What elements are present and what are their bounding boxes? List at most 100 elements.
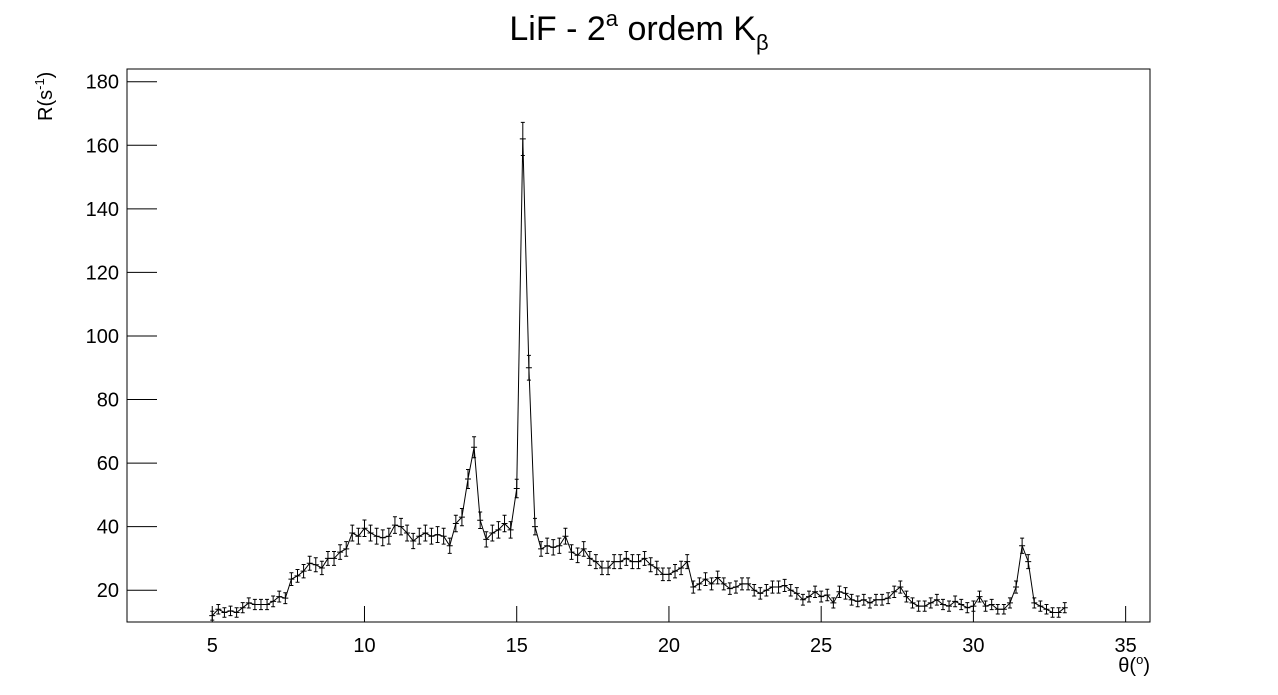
error-bar xyxy=(331,550,338,566)
error-bar xyxy=(404,524,411,542)
error-bar xyxy=(373,527,380,545)
error-bar xyxy=(818,590,825,603)
error-bar xyxy=(824,588,831,602)
error-bar xyxy=(927,597,934,609)
error-bar xyxy=(385,527,392,545)
error-bar xyxy=(611,554,618,570)
label-text: R(s xyxy=(35,90,57,121)
error-bar xyxy=(361,519,368,538)
error-bar xyxy=(842,587,849,600)
error-bar xyxy=(227,605,234,617)
error-bar xyxy=(270,595,277,608)
x-tick-label: 35 xyxy=(1115,635,1137,657)
error-bar xyxy=(221,607,228,618)
error-bar xyxy=(215,604,222,615)
title-sub: β xyxy=(756,30,769,55)
error-bar xyxy=(793,587,800,600)
error-bar xyxy=(367,524,374,542)
error-bar xyxy=(684,554,691,570)
error-bar xyxy=(690,580,697,594)
error-bar xyxy=(879,593,886,606)
error-bar xyxy=(836,585,843,599)
error-bar xyxy=(312,557,319,573)
error-bar xyxy=(337,544,344,560)
error-bar xyxy=(525,354,532,381)
error-bar xyxy=(860,593,867,606)
error-bar xyxy=(446,537,453,554)
error-bar xyxy=(732,580,739,594)
error-bar xyxy=(568,544,575,560)
error-bar xyxy=(580,541,587,557)
error-bar xyxy=(288,572,295,586)
error-bar xyxy=(562,527,569,545)
error-bar xyxy=(592,554,599,570)
error-bar xyxy=(574,547,581,564)
x-tick-label: 20 xyxy=(658,635,680,657)
error-bar xyxy=(994,604,1001,615)
error-bar xyxy=(458,508,465,527)
error-bar xyxy=(306,555,313,571)
label-text: ) xyxy=(35,72,57,79)
error-bar xyxy=(812,585,819,599)
error-bar xyxy=(276,590,283,603)
error-bar xyxy=(775,580,782,594)
error-bar xyxy=(251,598,258,611)
error-bar xyxy=(428,527,435,545)
y-tick-label: 140 xyxy=(86,199,119,221)
error-bar xyxy=(635,554,642,570)
y-tick-label: 40 xyxy=(97,517,119,539)
error-bar xyxy=(647,557,654,573)
error-bar xyxy=(769,580,776,594)
error-bar xyxy=(976,590,983,603)
error-bar xyxy=(757,587,764,600)
error-bar xyxy=(885,592,892,605)
error-bar xyxy=(714,570,721,585)
error-bar xyxy=(641,550,648,566)
error-bar xyxy=(891,585,898,599)
error-bar xyxy=(988,598,995,611)
error-bar xyxy=(739,577,746,591)
error-bar xyxy=(556,537,563,554)
error-bar xyxy=(763,583,770,597)
error-bar xyxy=(245,597,252,609)
error-bar xyxy=(781,578,788,592)
error-bar xyxy=(745,577,752,591)
error-bar xyxy=(1055,607,1062,618)
error-bar xyxy=(391,516,398,534)
title-text: ordem K xyxy=(618,10,756,48)
error-bar xyxy=(1019,537,1026,554)
x-tick-label: 30 xyxy=(962,635,984,657)
error-bar xyxy=(897,580,904,594)
error-bar xyxy=(544,537,551,554)
y-tick-label: 60 xyxy=(97,453,119,475)
error-bar xyxy=(507,521,514,539)
error-bar xyxy=(282,592,289,605)
error-bar xyxy=(751,583,758,597)
error-bar xyxy=(257,598,264,611)
y-tick-label: 20 xyxy=(97,580,119,602)
error-bar xyxy=(1000,604,1007,615)
error-bar xyxy=(471,436,478,459)
label-text: θ( xyxy=(1118,655,1136,677)
error-bar xyxy=(513,478,520,499)
error-bar xyxy=(696,577,703,591)
error-bar xyxy=(209,610,216,621)
error-bar xyxy=(501,514,508,533)
label-sup: -1 xyxy=(32,78,47,90)
error-bar xyxy=(678,560,685,576)
y-tick-label: 100 xyxy=(86,326,119,348)
error-bar xyxy=(465,468,471,490)
error-bar xyxy=(848,593,855,606)
error-bar xyxy=(349,524,356,542)
label-sup: o xyxy=(1136,652,1143,667)
error-bar xyxy=(519,121,526,156)
error-bar xyxy=(726,582,733,595)
error-bar xyxy=(653,560,660,576)
error-bar xyxy=(477,511,484,530)
error-bar xyxy=(629,554,636,570)
error-bar xyxy=(1043,604,1050,615)
chart-title: LiF - 2a ordem Kβ xyxy=(509,6,768,55)
error-bar xyxy=(440,527,447,545)
error-bar xyxy=(720,577,727,591)
